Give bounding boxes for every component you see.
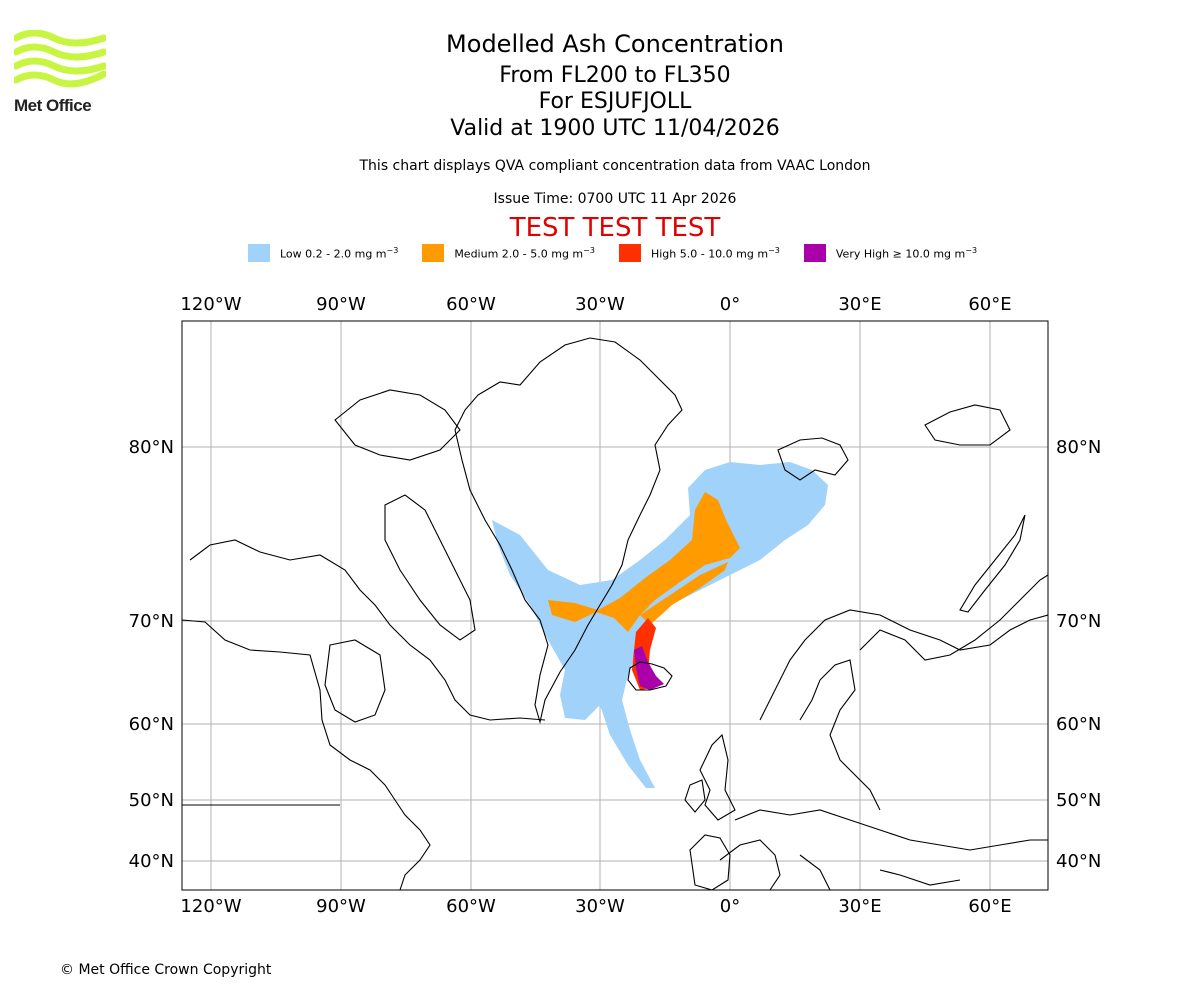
lon-tick-30e-bottom: 30°E xyxy=(838,896,881,917)
iberia-coast xyxy=(689,834,731,890)
lon-tick-60e-top: 60°E xyxy=(968,294,1011,315)
lon-ticks-bottom: 120°W 90°W 60°W 30°W 0° 30°E 60°E xyxy=(180,896,1011,917)
lon-tick-90w-bottom: 90°W xyxy=(316,896,366,917)
legend-swatch-very-high xyxy=(803,244,826,262)
ash-low-area xyxy=(492,462,828,788)
legend-label-high: High 5.0 - 10.0 mg m−3 xyxy=(650,245,780,261)
ash-medium-area xyxy=(548,492,740,632)
lon-tick-120w-bottom: 120°W xyxy=(180,896,241,917)
lat-tick-60n-left: 60°N xyxy=(129,714,174,735)
valid-time: Valid at 1900 UTC 11/04/2026 xyxy=(450,116,780,141)
ellesmere-island xyxy=(334,389,461,461)
compliance-note: This chart displays QVA compliant concen… xyxy=(359,158,871,174)
coastlines xyxy=(182,337,1048,890)
legend-item-medium: Medium 2.0 - 5.0 mg m−3 xyxy=(422,244,595,262)
lon-tick-60e-bottom: 60°E xyxy=(968,896,1011,917)
issue-time: Issue Time: 0700 UTC 11 Apr 2026 xyxy=(493,191,737,207)
ash-very-high-area xyxy=(634,646,664,690)
met-office-logo: Met Office xyxy=(12,29,108,116)
lat-tick-60n-right: 60°N xyxy=(1056,714,1101,735)
hudson-bay xyxy=(324,639,386,723)
lon-tick-30w-top: 30°W xyxy=(575,294,625,315)
lon-tick-90w-top: 90°W xyxy=(316,294,366,315)
chart-title: Modelled Ash Concentration xyxy=(446,30,784,58)
europe-mainland xyxy=(719,809,1048,890)
ireland-coast xyxy=(684,779,706,813)
copyright-notice: © Met Office Crown Copyright xyxy=(60,962,272,978)
legend-label-very-high: Very High ≥ 10.0 mg m−3 xyxy=(835,245,978,261)
legend-swatch-medium xyxy=(422,244,445,262)
lat-tick-70n-right: 70°N xyxy=(1056,611,1101,632)
met-office-waves-logo xyxy=(12,29,108,88)
lat-tick-70n-left: 70°N xyxy=(129,611,174,632)
legend-swatch-high xyxy=(618,244,641,262)
lat-tick-80n-right: 80°N xyxy=(1056,437,1101,458)
lon-ticks-top: 120°W 90°W 60°W 30°W 0° 30°E 60°E xyxy=(180,294,1011,315)
lon-tick-60w-top: 60°W xyxy=(446,294,496,315)
lon-tick-0-top: 0° xyxy=(720,294,740,315)
test-banner: TEST TEST TEST xyxy=(509,213,721,243)
legend-item-very-high: Very High ≥ 10.0 mg m−3 xyxy=(803,244,978,262)
lat-tick-40n-right: 40°N xyxy=(1056,851,1101,872)
lat-ticks-right: 80°N 70°N 60°N 50°N 40°N xyxy=(1056,437,1101,872)
uk-coast xyxy=(699,733,736,821)
legend-label-low: Low 0.2 - 2.0 mg m−3 xyxy=(280,245,399,261)
north-america-coast xyxy=(182,539,546,890)
map-frame xyxy=(181,320,1049,891)
svalbard-coast xyxy=(777,437,849,481)
lon-tick-120w-top: 120°W xyxy=(180,294,241,315)
lat-tick-80n-left: 80°N xyxy=(129,437,174,458)
legend-swatch-low xyxy=(248,244,270,262)
franz-josef-land xyxy=(924,404,1011,446)
lon-tick-0-bottom: 0° xyxy=(720,896,740,917)
legend-item-high: High 5.0 - 10.0 mg m−3 xyxy=(618,244,780,262)
novaya-zemlya xyxy=(959,514,1026,613)
lat-tick-50n-left: 50°N xyxy=(129,790,174,811)
logo-text: Met Office xyxy=(14,96,92,115)
russia-north-coast xyxy=(859,574,1048,661)
lat-tick-50n-right: 50°N xyxy=(1056,790,1101,811)
volcano-name: For ESJUFJOLL xyxy=(538,89,692,114)
iceland-coast xyxy=(627,661,673,691)
legend-label-medium: Medium 2.0 - 5.0 mg m−3 xyxy=(454,245,595,261)
legend-item-low: Low 0.2 - 2.0 mg m−3 xyxy=(248,244,398,262)
scandinavia-coast xyxy=(759,609,1048,811)
greenland-coast xyxy=(454,337,683,725)
flight-levels: From FL200 to FL350 xyxy=(499,63,731,88)
lon-tick-30e-top: 30°E xyxy=(838,294,881,315)
baffin-island xyxy=(384,494,476,641)
lat-tick-40n-left: 40°N xyxy=(129,851,174,872)
lon-tick-30w-bottom: 30°W xyxy=(575,896,625,917)
lon-tick-60w-bottom: 60°W xyxy=(446,896,496,917)
concentration-legend: Low 0.2 - 2.0 mg m−3 Medium 2.0 - 5.0 mg… xyxy=(248,244,1001,262)
lat-ticks-left: 80°N 70°N 60°N 50°N 40°N xyxy=(129,437,174,872)
